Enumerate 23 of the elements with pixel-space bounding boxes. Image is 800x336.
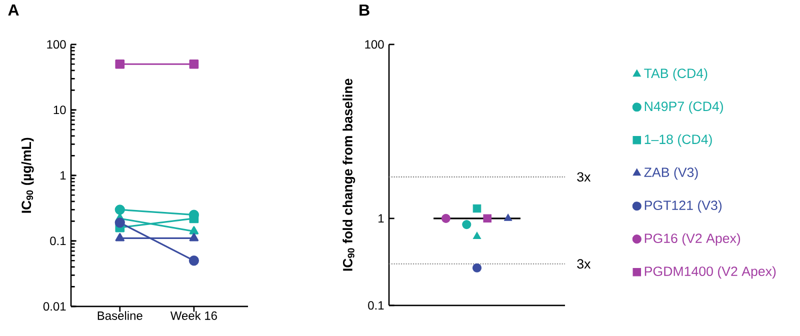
chart-title: A — [8, 4, 19, 16]
y-axis-title: IC$_{90}$ (µg/mL) — [21, 138, 34, 213]
y-tick-label: 0.1 — [50, 236, 66, 245]
y-axis-title: IC$_{90}$ fold change from baseline — [342, 78, 356, 270]
legend-label: PG16 (V2 Apex) — [644, 233, 740, 246]
legend-label: 1–18 (CD4) — [644, 134, 712, 146]
x-tick-label: Baseline — [98, 310, 142, 320]
y-tick-label: 0.01 — [43, 302, 66, 310]
y-tick-label: 100 — [47, 40, 66, 48]
x-tick-label: Week 16 — [170, 310, 217, 320]
ref-line-label: 3x — [577, 258, 591, 268]
legend-label: ZAB (V3) — [644, 167, 698, 180]
y-tick-label: 1 — [378, 214, 384, 222]
chart-title: B — [360, 4, 370, 16]
ref-line-label: 3x — [577, 172, 591, 182]
y-tick-label: 10 — [54, 105, 66, 114]
legend-label: PGDM1400 (V2 Apex) — [644, 266, 776, 278]
legend-label: PGT121 (V3) — [644, 200, 722, 212]
y-tick-label: 1 — [60, 171, 66, 180]
legend-label: N49P7 (CD4) — [644, 101, 723, 114]
y-tick-label: 0.1 — [368, 300, 384, 310]
legend-label: TAB (CD4) — [644, 68, 708, 81]
y-tick-label: 100 — [365, 40, 384, 48]
